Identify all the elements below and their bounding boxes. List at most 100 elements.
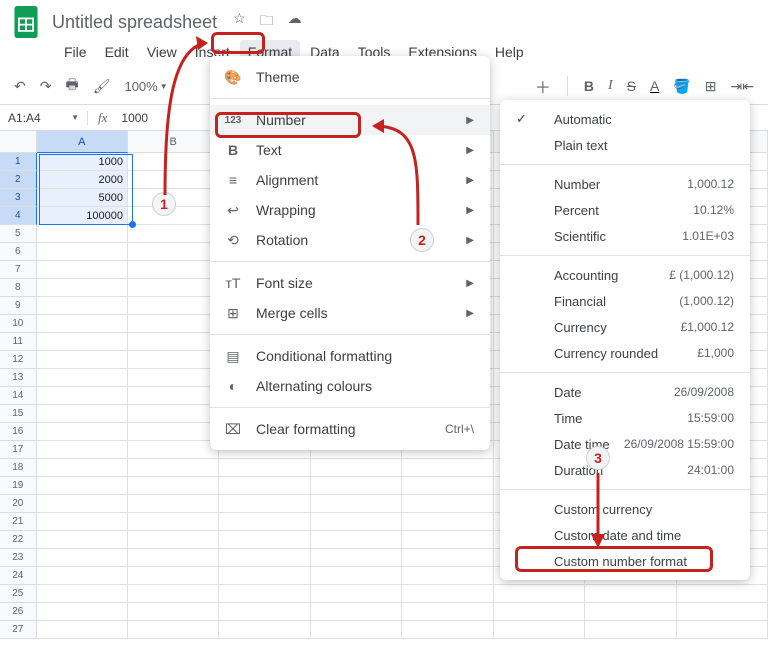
row-header[interactable]: 12 — [0, 351, 37, 369]
format-menu-item[interactable]: ⌧Clear formattingCtrl+\ — [210, 414, 490, 444]
cell[interactable] — [219, 549, 310, 567]
cell[interactable] — [219, 513, 310, 531]
cell[interactable] — [128, 423, 219, 441]
cell[interactable] — [37, 333, 128, 351]
cell[interactable] — [494, 585, 585, 603]
row-header[interactable]: 8 — [0, 279, 37, 297]
strike-icon[interactable]: S — [627, 78, 636, 94]
number-menu-item[interactable]: Duration24:01:00 — [500, 457, 750, 483]
row-header[interactable]: 10 — [0, 315, 37, 333]
cell[interactable] — [402, 459, 493, 477]
star-icon[interactable]: ☆ — [233, 10, 246, 34]
cell[interactable] — [402, 495, 493, 513]
cell[interactable] — [677, 621, 768, 639]
format-menu-item[interactable]: ↩Wrapping▶ — [210, 195, 490, 225]
menu-file[interactable]: File — [56, 40, 95, 64]
number-menu-item[interactable]: Currency£1,000.12 — [500, 314, 750, 340]
cell[interactable] — [128, 603, 219, 621]
bold-icon[interactable]: B — [584, 78, 594, 94]
row-header[interactable]: 21 — [0, 513, 37, 531]
cell[interactable] — [37, 315, 128, 333]
cell[interactable] — [219, 585, 310, 603]
cell[interactable] — [37, 243, 128, 261]
row-header[interactable]: 17 — [0, 441, 37, 459]
cell[interactable] — [311, 513, 402, 531]
number-menu-item[interactable]: Date time26/09/2008 15:59:00 — [500, 431, 750, 457]
cell[interactable] — [128, 189, 219, 207]
cell[interactable] — [219, 531, 310, 549]
format-menu-item[interactable]: 🎨Theme — [210, 62, 490, 92]
menu-help[interactable]: Help — [487, 40, 532, 64]
number-menu-item[interactable]: Percent10.12% — [500, 197, 750, 223]
row-header[interactable]: 19 — [0, 477, 37, 495]
cloud-icon[interactable]: ☁ — [288, 10, 302, 34]
row-header[interactable]: 13 — [0, 369, 37, 387]
cell[interactable] — [37, 351, 128, 369]
cell[interactable]: 2000 — [37, 171, 128, 189]
formula-input[interactable]: 1000 — [117, 111, 148, 125]
cell[interactable] — [128, 567, 219, 585]
row-header[interactable]: 16 — [0, 423, 37, 441]
cell[interactable] — [311, 621, 402, 639]
row-header[interactable]: 26 — [0, 603, 37, 621]
row-header[interactable]: 4 — [0, 207, 37, 225]
row-header[interactable]: 23 — [0, 549, 37, 567]
cell[interactable] — [37, 603, 128, 621]
cell[interactable] — [37, 441, 128, 459]
cell[interactable] — [402, 513, 493, 531]
row-header[interactable]: 22 — [0, 531, 37, 549]
cell[interactable] — [37, 477, 128, 495]
format-menu-item[interactable]: ⊞Merge cells▶ — [210, 298, 490, 328]
cell[interactable]: 1000 — [37, 153, 128, 171]
cell[interactable] — [494, 621, 585, 639]
number-menu-item[interactable]: Number1,000.12 — [500, 171, 750, 197]
cell[interactable] — [494, 603, 585, 621]
format-menu-item[interactable]: BText▶ — [210, 135, 490, 165]
undo-icon[interactable]: ↶ — [14, 78, 26, 95]
number-menu-item[interactable]: Financial(1,000.12) — [500, 288, 750, 314]
number-menu-item[interactable]: Scientific1.01E+03 — [500, 223, 750, 249]
cell[interactable] — [37, 405, 128, 423]
cell[interactable] — [219, 459, 310, 477]
cell[interactable] — [128, 459, 219, 477]
cell[interactable] — [219, 477, 310, 495]
cell[interactable] — [37, 369, 128, 387]
number-menu-item[interactable]: Custom date and time — [500, 522, 750, 548]
row-header[interactable]: 9 — [0, 297, 37, 315]
plus-icon[interactable]: ＋ — [535, 74, 551, 98]
cell[interactable] — [37, 549, 128, 567]
format-menu-item[interactable]: тTFont size▶ — [210, 268, 490, 298]
row-header[interactable]: 1 — [0, 153, 37, 171]
cell[interactable] — [37, 297, 128, 315]
cell[interactable] — [128, 549, 219, 567]
cell[interactable] — [585, 585, 676, 603]
cell[interactable] — [402, 621, 493, 639]
cell[interactable] — [219, 567, 310, 585]
number-menu-item[interactable]: Custom currency — [500, 496, 750, 522]
italic-icon[interactable]: I — [608, 78, 613, 94]
cell[interactable] — [128, 621, 219, 639]
menu-view[interactable]: View — [139, 40, 185, 64]
cell[interactable] — [128, 297, 219, 315]
cell[interactable] — [37, 567, 128, 585]
number-menu-item[interactable]: Date26/09/2008 — [500, 379, 750, 405]
row-header[interactable]: 14 — [0, 387, 37, 405]
number-menu-item[interactable]: Custom number format — [500, 548, 750, 574]
cell[interactable] — [128, 531, 219, 549]
cell[interactable] — [128, 153, 219, 171]
format-menu-item[interactable]: ⟲Rotation▶ — [210, 225, 490, 255]
cell[interactable] — [128, 441, 219, 459]
cell[interactable] — [37, 387, 128, 405]
fill-color-icon[interactable]: 🪣 — [673, 78, 690, 95]
cell[interactable] — [402, 477, 493, 495]
cell[interactable] — [311, 495, 402, 513]
cell[interactable] — [402, 567, 493, 585]
cell[interactable] — [128, 405, 219, 423]
cell[interactable] — [37, 621, 128, 639]
cell[interactable] — [311, 531, 402, 549]
cell[interactable] — [402, 603, 493, 621]
row-header[interactable]: 3 — [0, 189, 37, 207]
number-menu-item[interactable]: Accounting£ (1,000.12) — [500, 262, 750, 288]
row-header[interactable]: 20 — [0, 495, 37, 513]
cell[interactable] — [128, 495, 219, 513]
